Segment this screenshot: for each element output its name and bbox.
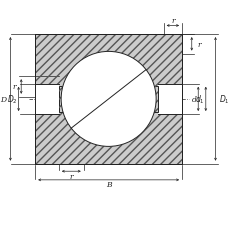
Circle shape [61,52,155,147]
Text: B: B [105,180,111,188]
Bar [35,35,181,164]
Text: $d_1$: $d_1$ [195,93,204,106]
Text: r: r [196,41,200,49]
Bar [35,35,181,164]
Text: r: r [69,172,73,180]
Bar [143,87,158,112]
Bar [59,87,74,112]
Bar [143,87,158,112]
Text: D: D [0,95,6,104]
Text: $D_2$: $D_2$ [7,93,17,106]
Bar [35,85,59,114]
Circle shape [61,52,155,147]
Text: d: d [191,95,196,104]
Text: r: r [170,17,174,25]
Text: $D_1$: $D_1$ [218,93,229,106]
Bar [158,85,181,114]
Text: r: r [13,83,16,91]
Bar [59,87,74,112]
Bar [35,35,181,164]
